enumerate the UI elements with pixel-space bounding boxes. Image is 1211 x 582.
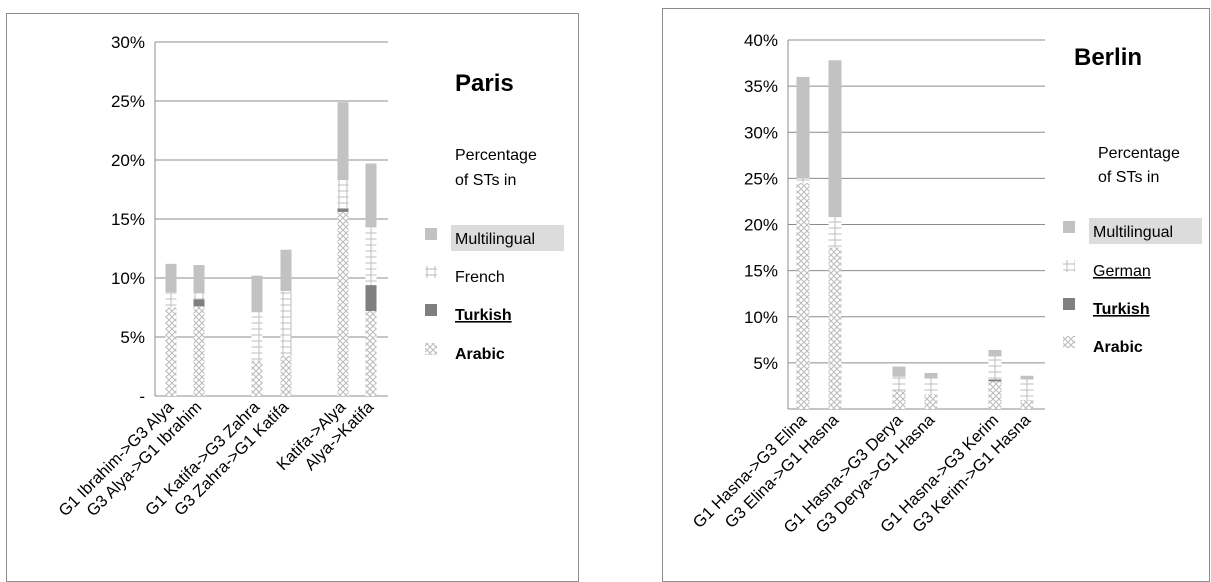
y-tick-label: 30% <box>111 33 145 52</box>
chart-subtitle-line-1: Percentage <box>1098 145 1180 162</box>
legend-label-arabic: Arabic <box>455 346 505 363</box>
berlin-chart: Berlin Percentage of STs in 5% 10% 15% 20% 2… <box>690 31 1202 537</box>
paris-chart: Paris Percentage of STs in - 5% 10% 15% 20% 2… <box>55 33 564 520</box>
bar-segment-arabic <box>365 311 377 396</box>
legend-highlight <box>1089 218 1202 244</box>
bar-segment-arabic <box>892 390 906 409</box>
y-tick-label: 20% <box>744 216 778 235</box>
chart-subtitle-line-2: of STs in <box>455 172 516 189</box>
legend-label-arabic: Arabic <box>1093 339 1143 356</box>
y-tick-label: 25% <box>744 169 778 188</box>
legend-swatch-arabic <box>425 343 437 355</box>
bar-segment-turkish <box>193 299 205 307</box>
bar-segment-arabic <box>1020 399 1034 409</box>
bar-segment-multilingual <box>988 349 1002 357</box>
legend-swatch-french <box>425 266 437 278</box>
bar-segment-german <box>988 356 1002 380</box>
legend-swatch-multilingual <box>1063 221 1075 233</box>
y-tick-label: 10% <box>744 308 778 327</box>
y-tick-label: 40% <box>744 31 778 50</box>
bar-segment-german <box>828 217 842 248</box>
bar-segment-arabic <box>796 182 810 409</box>
bar-segment-german <box>924 378 938 395</box>
bar-segment-multilingual <box>193 265 205 294</box>
paris-chart-panel: Paris Percentage of STs in - 5% 10% 15% 20% 2… <box>6 13 579 582</box>
y-tick-label: 10% <box>111 269 145 288</box>
bar-segment-french <box>251 312 263 361</box>
legend-label-turkish: Turkish <box>1093 301 1150 318</box>
chart-subtitle-line-2: of STs in <box>1098 169 1159 186</box>
bar-segment-arabic <box>165 307 177 396</box>
legend-swatch-arabic <box>1063 336 1075 348</box>
legend-highlight <box>451 225 564 251</box>
y-tick-label: 5% <box>753 354 778 373</box>
bar-segment-multilingual <box>365 163 377 228</box>
bar-segment-arabic <box>828 247 842 409</box>
bar-segment-german <box>1020 379 1034 400</box>
bar-segment-arabic <box>924 394 938 409</box>
bar-segment-multilingual <box>892 366 906 377</box>
bar-segment-multilingual <box>828 60 842 218</box>
bar-segment-turkish <box>337 208 349 212</box>
bar-segment-multilingual <box>1020 375 1034 380</box>
legend-swatch-turkish <box>1063 298 1075 310</box>
legend-swatch-multilingual <box>425 228 437 240</box>
bar-segment-arabic <box>193 306 205 396</box>
bar-segment-french <box>337 180 349 209</box>
bar-segment-multilingual <box>280 249 292 291</box>
bar-segment-multilingual <box>337 102 349 181</box>
bar-segment-french <box>280 290 292 356</box>
chart-title: Berlin <box>1074 44 1142 71</box>
legend-label-german: German <box>1093 263 1151 280</box>
bar-segment-german <box>892 376 906 391</box>
y-tick-label: 15% <box>111 210 145 229</box>
y-tick-label: 30% <box>744 123 778 142</box>
bar-segment-multilingual <box>165 263 177 293</box>
y-tick-label: 15% <box>744 262 778 281</box>
bar-segment-turkish <box>365 285 377 312</box>
bar-segment-multilingual <box>251 275 263 313</box>
bar-segment-multilingual <box>924 373 938 379</box>
bar-segment-arabic <box>988 381 1002 409</box>
y-tick-label: 25% <box>111 92 145 111</box>
berlin-chart-panel: Berlin Percentage of STs in 5% 10% 15% 20% 2… <box>662 8 1210 582</box>
bar-segment-arabic <box>280 355 292 396</box>
y-tick-label: 5% <box>120 328 145 347</box>
legend-swatch-german <box>1063 260 1075 272</box>
legend-label-multilingual: Multilingual <box>1093 224 1173 241</box>
bar-segment-french <box>193 293 205 300</box>
legend-label-multilingual: Multilingual <box>455 231 535 248</box>
bar-segment-german <box>796 178 810 183</box>
y-tick-label: - <box>139 387 145 406</box>
y-tick-label: 20% <box>111 151 145 170</box>
bar-segment-turkish <box>988 379 1002 382</box>
legend-label-french: French <box>455 269 505 286</box>
bar-segment-arabic <box>337 211 349 396</box>
bar-segment-french <box>365 227 377 286</box>
y-tick-label: 35% <box>744 77 778 96</box>
bar-segment-french <box>165 292 177 308</box>
chart-title: Paris <box>455 70 514 97</box>
bar-segment-multilingual <box>796 76 810 179</box>
bar-segment-arabic <box>251 360 263 396</box>
legend-swatch-turkish <box>425 304 437 316</box>
chart-subtitle-line-1: Percentage <box>455 147 537 164</box>
legend-label-turkish: Turkish <box>455 307 512 324</box>
